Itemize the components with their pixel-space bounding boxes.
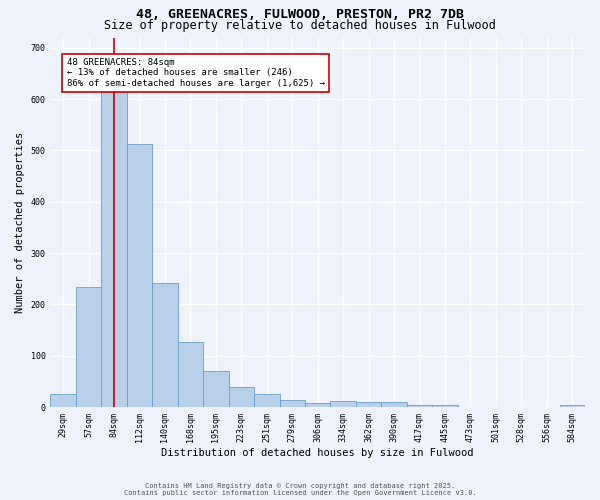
Bar [152,283,178,407]
Bar [560,404,585,407]
Text: Contains HM Land Registry data © Crown copyright and database right 2025.: Contains HM Land Registry data © Crown c… [145,483,455,489]
Bar [509,406,534,407]
Bar [331,402,356,407]
Text: Contains public sector information licensed under the Open Government Licence v3: Contains public sector information licen… [124,490,476,496]
Bar [356,402,382,407]
Bar [50,394,76,407]
Bar [203,371,229,407]
X-axis label: Distribution of detached houses by size in Fulwood: Distribution of detached houses by size … [161,448,474,458]
Text: 48 GREENACRES: 84sqm
← 13% of detached houses are smaller (246)
86% of semi-deta: 48 GREENACRES: 84sqm ← 13% of detached h… [67,58,325,88]
Bar [382,402,407,407]
Bar [483,406,509,407]
Bar [458,406,483,407]
Bar [76,287,101,407]
Bar [101,78,127,407]
Bar [432,405,458,407]
Bar [305,403,331,407]
Text: Size of property relative to detached houses in Fulwood: Size of property relative to detached ho… [104,18,496,32]
Bar [127,144,152,407]
Text: 48, GREENACRES, FULWOOD, PRESTON, PR2 7DB: 48, GREENACRES, FULWOOD, PRESTON, PR2 7D… [136,8,464,20]
Bar [229,386,254,407]
Bar [280,400,305,407]
Y-axis label: Number of detached properties: Number of detached properties [15,132,25,313]
Bar [178,342,203,407]
Bar [407,405,432,407]
Bar [254,394,280,407]
